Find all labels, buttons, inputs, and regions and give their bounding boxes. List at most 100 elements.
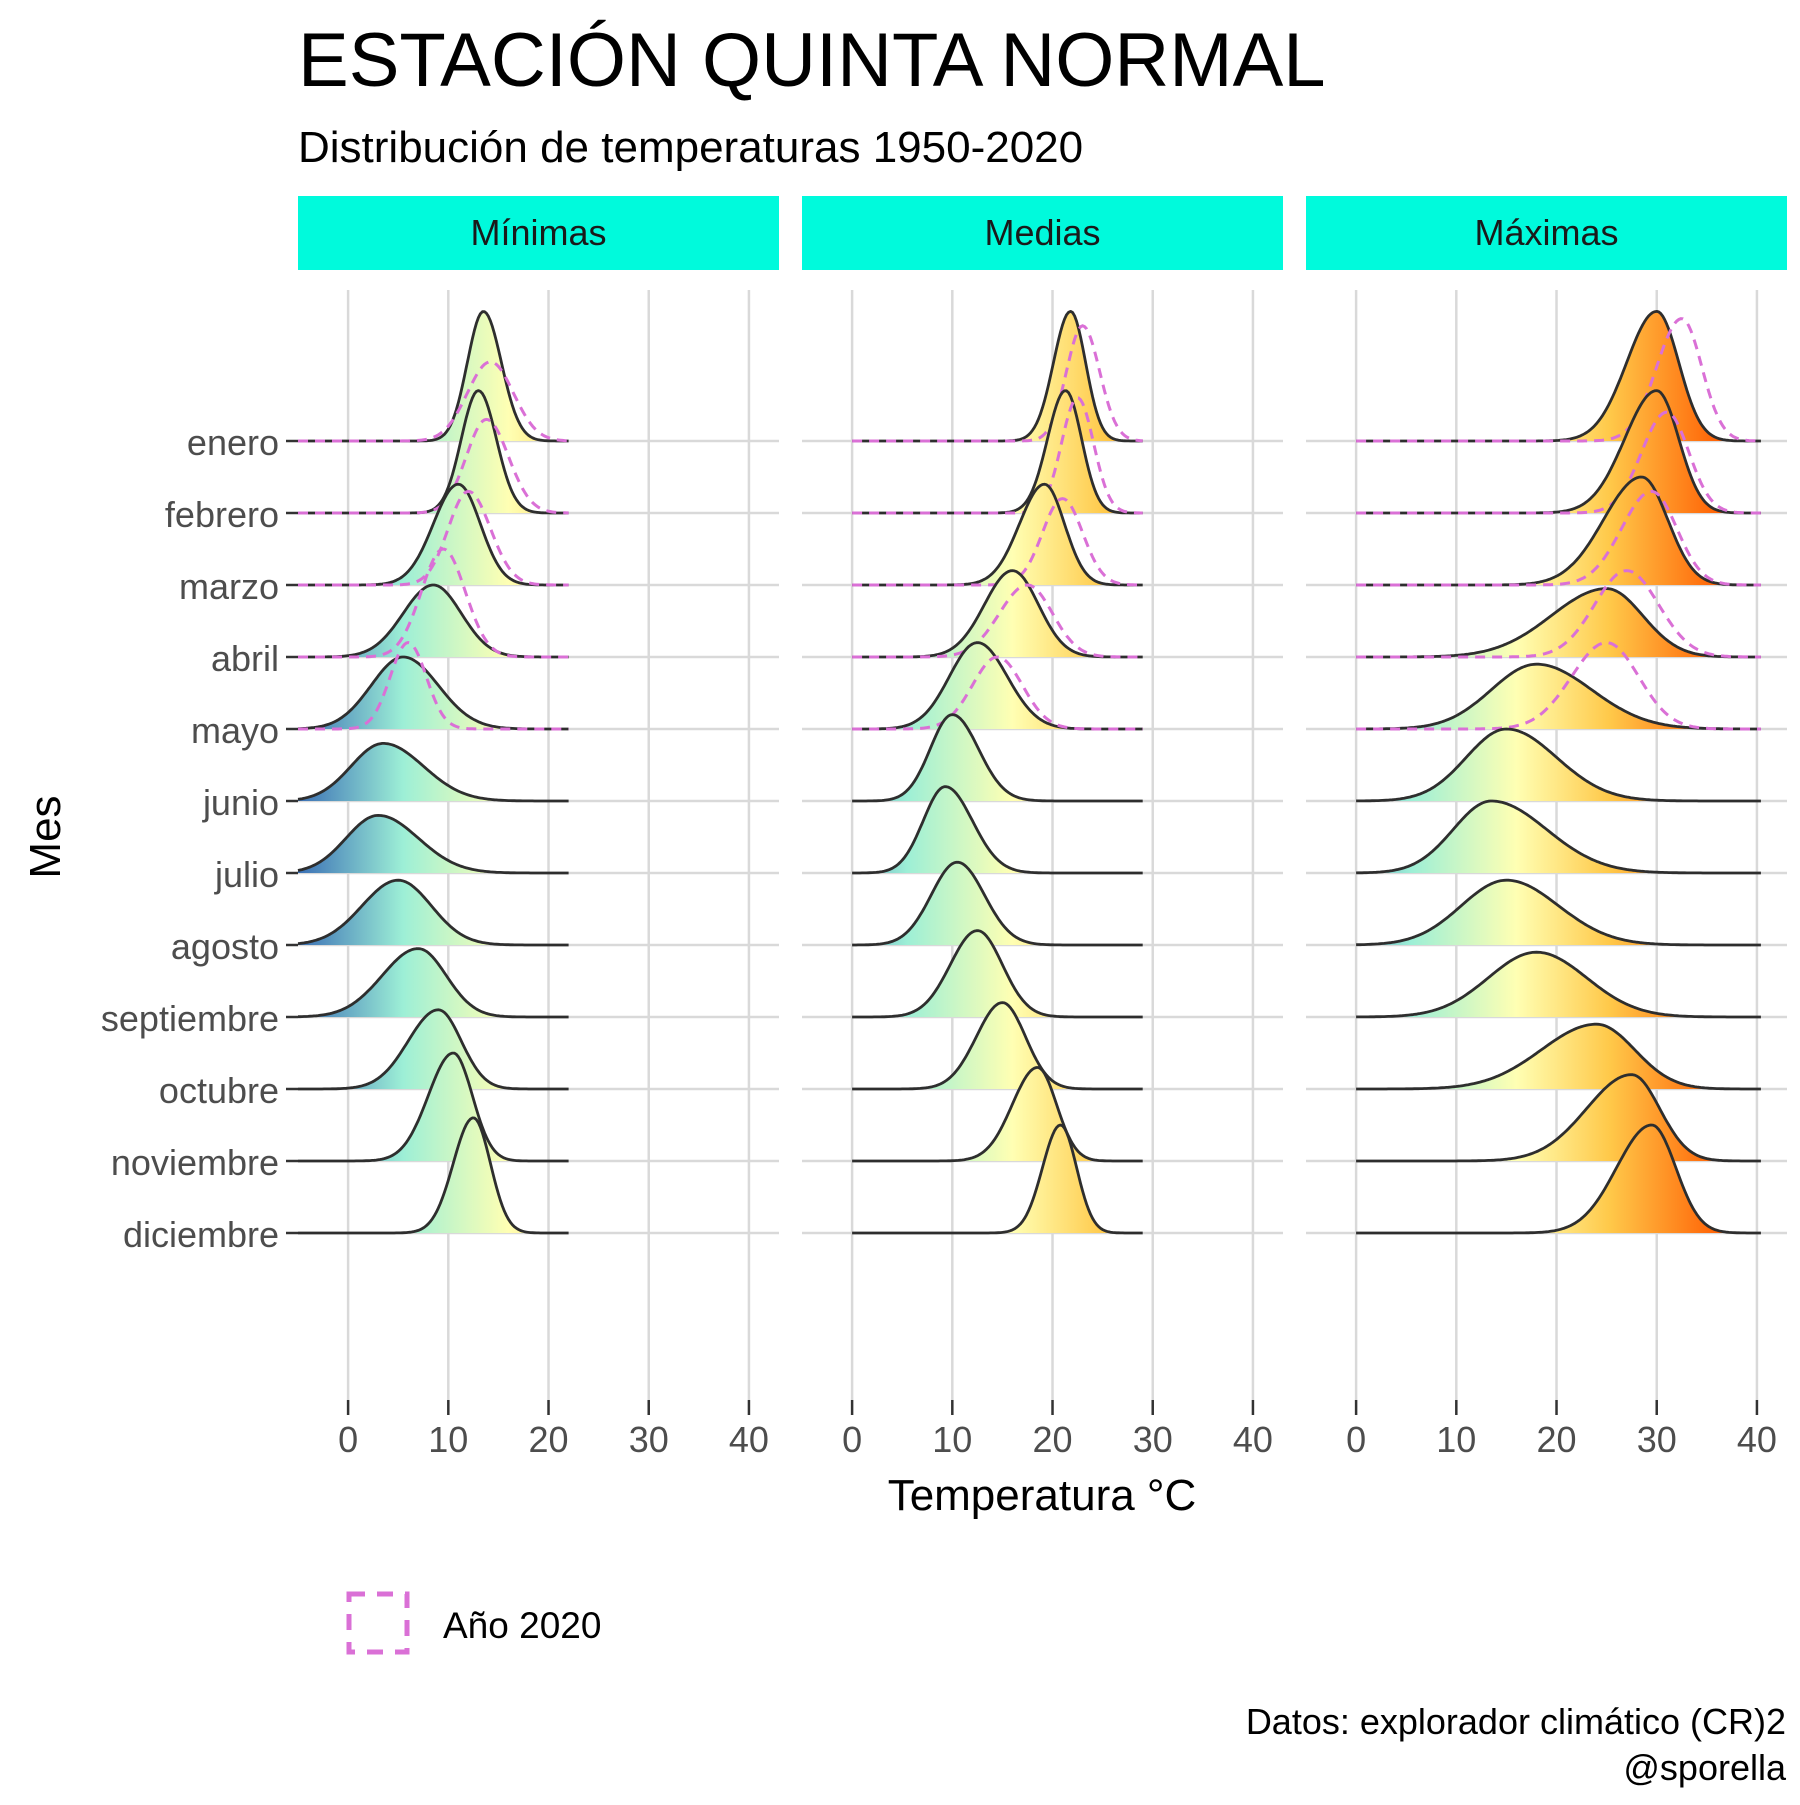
ridge-line-abril: [298, 583, 569, 659]
ridge-fill-mayo: [300, 657, 516, 729]
ridge-line-noviembre: [1356, 1073, 1761, 1163]
ridge-line-julio: [297, 814, 569, 875]
ridge-line-agosto: [1356, 878, 1761, 947]
ridge-line-enero: [298, 310, 569, 443]
ridge-line-febrero: [852, 389, 1143, 515]
ridge-2020-mayo: [852, 655, 1143, 731]
ridge-2020-marzo: [298, 489, 569, 587]
facet-label-2: Máximas: [1474, 212, 1618, 253]
x-tick-label: 20: [1536, 1419, 1576, 1460]
panel-0: Mínimas 0 10 20 30 40: [286, 196, 779, 1460]
y-tick-label-mayo: mayo: [191, 710, 279, 751]
ridge-line-febrero: [1356, 389, 1761, 515]
ridge-2020-mayo: [298, 641, 569, 731]
ridge-fill-diciembre: [1539, 1125, 1729, 1233]
x-axis-title: Temperatura °C: [888, 1471, 1197, 1520]
ridge-2020-enero: [852, 324, 1143, 443]
ridge-fill-julio: [1369, 801, 1668, 873]
ridge-line-octubre: [1356, 1022, 1761, 1091]
legend-label: Año 2020: [443, 1605, 601, 1646]
y-tick-label-octubre: octubre: [159, 1070, 279, 1111]
legend: Año 2020: [346, 1591, 601, 1655]
ridge-fill-octubre: [342, 1009, 512, 1089]
y-tick-label-febrero: febrero: [165, 494, 279, 535]
x-tick-label: 40: [729, 1419, 769, 1460]
ridge-line-agosto: [852, 860, 1143, 947]
x-tick-label: 10: [932, 1419, 972, 1460]
chart-subtitle: Distribución de temperaturas 1950-2020: [298, 123, 1083, 172]
facet-strip-2: [1306, 196, 1787, 270]
ridge-fill-diciembre: [409, 1117, 528, 1233]
ridge-line-septiembre: [298, 947, 569, 1019]
ridge-fill-abril: [1430, 588, 1723, 657]
ridge-2020-enero: [298, 360, 569, 443]
ridge-fill-junio: [881, 714, 1036, 801]
ridge-fill-enero: [1016, 311, 1119, 441]
panel-1: Medias 0 10 20 30 40: [802, 196, 1283, 1460]
y-tick-label-diciembre: diciembre: [123, 1214, 279, 1255]
y-tick-label-agosto: agosto: [171, 926, 279, 967]
ridge-line-marzo: [1356, 475, 1761, 587]
ridge-line-septiembre: [852, 929, 1143, 1019]
y-tick-label-abril: abril: [211, 638, 279, 679]
ridge-2020-abril: [1356, 569, 1761, 659]
legend-key: [346, 1591, 410, 1655]
x-tick-label: 10: [1436, 1419, 1476, 1460]
y-tick-label-junio: junio: [202, 782, 279, 823]
y-tick-label-marzo: marzo: [179, 566, 279, 607]
x-tick-label: 30: [629, 1419, 669, 1460]
y-tick-label-septiembre: septiembre: [101, 998, 279, 1039]
ridge-fill-octubre: [1420, 1024, 1719, 1089]
ridge-fill-marzo: [964, 484, 1109, 585]
ridge-line-abril: [1356, 587, 1761, 659]
ridge-line-octubre: [852, 1001, 1143, 1091]
ridge-fill-agosto: [873, 862, 1044, 945]
ridge-line-marzo: [298, 482, 569, 587]
facet-strip-0: [298, 196, 779, 270]
ridge-fill-junio: [298, 743, 512, 801]
x-tick-label: 0: [338, 1419, 358, 1460]
ridge-2020-abril: [852, 583, 1143, 659]
x-tick-label: 0: [1346, 1419, 1366, 1460]
ridge-line-septiembre: [1356, 950, 1761, 1019]
x-tick-label: 20: [528, 1419, 568, 1460]
ridge-fill-julio: [298, 815, 507, 873]
y-tick-label-noviembre: noviembre: [111, 1142, 279, 1183]
y-tick-label-enero: enero: [187, 422, 279, 463]
ridge-fill-abril: [337, 585, 524, 657]
ridge-fill-julio: [874, 786, 1032, 873]
ridge-fill-agosto: [1362, 880, 1674, 945]
x-tick-label: 30: [1133, 1419, 1173, 1460]
ridge-fill-febrero: [1007, 390, 1117, 513]
ridge-fill-junio: [1378, 729, 1667, 801]
facet-label-1: Medias: [984, 212, 1100, 253]
ridge-fill-febrero: [1554, 390, 1728, 513]
facet-label-0: Mínimas: [470, 212, 606, 253]
ridge-line-noviembre: [298, 1051, 569, 1163]
ridge-line-junio: [852, 713, 1143, 803]
ridge-fill-marzo: [378, 484, 529, 585]
x-tick-label: 40: [1737, 1419, 1777, 1460]
ridge-fill-mayo: [1392, 664, 1713, 729]
chart-title: ESTACIÓN QUINTA NORMAL: [298, 18, 1326, 103]
ridge-2020-febrero: [298, 417, 569, 515]
ridge-line-noviembre: [852, 1066, 1143, 1163]
x-tick-label: 0: [842, 1419, 862, 1460]
ridge-line-enero: [1356, 309, 1761, 443]
x-tick-label: 20: [1032, 1419, 1072, 1460]
facet-strip-1: [802, 196, 1283, 270]
ridge-line-diciembre: [852, 1123, 1143, 1235]
ridge-fill-enero: [1560, 311, 1728, 441]
ridge-fill-marzo: [1519, 477, 1726, 585]
ridge-fill-septiembre: [302, 948, 508, 1017]
ridge-2020-abril: [298, 547, 569, 659]
ridge-fill-diciembre: [1002, 1125, 1112, 1233]
ridge-line-diciembre: [298, 1116, 569, 1235]
y-axis-title: Mes: [21, 795, 70, 878]
ridge-line-julio: [1356, 799, 1761, 875]
x-tick-label: 40: [1233, 1419, 1273, 1460]
ridge-line-diciembre: [1356, 1123, 1761, 1235]
y-tick-label-julio: julio: [214, 854, 279, 895]
